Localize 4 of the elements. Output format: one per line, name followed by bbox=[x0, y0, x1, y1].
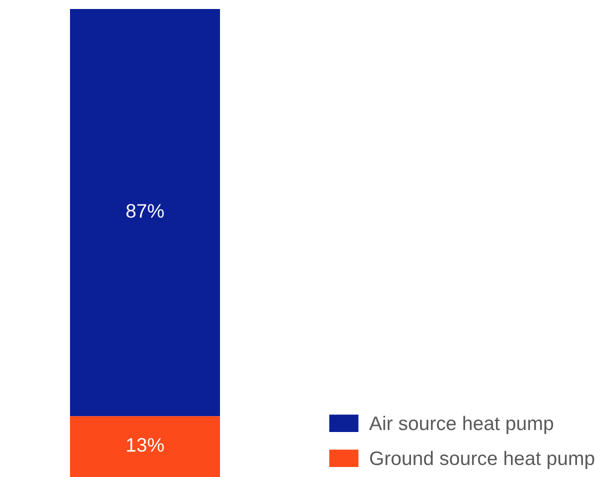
data-label: 87% bbox=[126, 204, 164, 218]
legend-label: Air source heat pump bbox=[369, 416, 554, 434]
data-label: 13% bbox=[127, 438, 164, 452]
legend-label: Ground source heat pump bbox=[370, 450, 594, 469]
